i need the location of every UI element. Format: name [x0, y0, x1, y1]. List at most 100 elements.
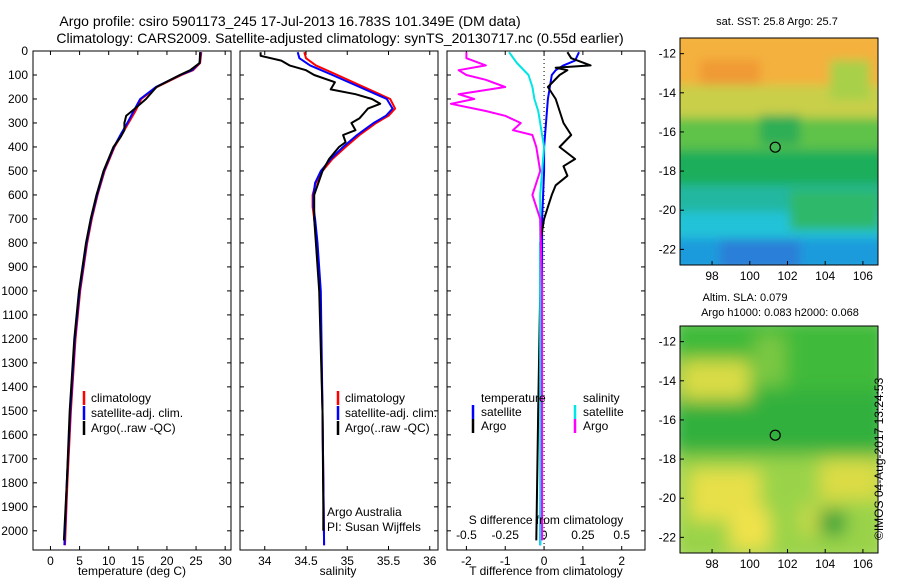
temperature-legend: climatology satellite-adj. clim. Argo(..… — [82, 391, 183, 435]
depth-axis: 0 100 200 300 400 500 600 700 800 900 1000 1100 1200… — [1, 44, 645, 538]
depth-tick-label: 1200 — [1, 332, 28, 346]
depth-tick-label: 900 — [8, 260, 28, 274]
x-tick-label: 5 — [76, 554, 83, 568]
map-y-tick-label: -18 — [659, 452, 677, 466]
map-x-tick-label: 104 — [815, 269, 835, 283]
x-tick-label: 10 — [102, 554, 116, 568]
depth-tick-label: 1800 — [1, 476, 28, 490]
sst-map-frame — [679, 37, 879, 266]
temperature-climatology-line — [64, 52, 203, 546]
x-tick-label: 34.5 — [294, 554, 318, 568]
depth-tick-label: 100 — [8, 68, 28, 82]
salinity-difference-label: S difference from climatology — [469, 513, 624, 527]
depth-tick-label: 800 — [8, 236, 28, 250]
pi-annotation: PI: Susan Wijffels — [327, 520, 421, 534]
legend-label-t-satellite: satellite — [481, 405, 522, 419]
depth-tick-label: 700 — [8, 212, 28, 226]
x-tick-label: 35 — [341, 554, 355, 568]
x-tick-label: 30 — [218, 554, 232, 568]
map-y-tick-label: -16 — [659, 413, 677, 427]
x-tick-label: 34 — [258, 554, 272, 568]
map-y-tick-label: -14 — [659, 374, 677, 388]
map-x-tick-label: 102 — [777, 269, 797, 283]
sst-argo-position-marker — [769, 141, 781, 153]
difference-s-argo-line — [449, 52, 544, 541]
sla-map-title-line1: Altim. SLA: 0.079 — [703, 292, 788, 304]
salinity-satellite-adj-clim--line — [296, 51, 394, 546]
depth-tick-label: 300 — [8, 116, 28, 130]
temperature-x-axis: 0 5 10 15 20 25 30 — [47, 51, 232, 568]
difference-legend: temperature salinity satellite satellite… — [471, 391, 624, 433]
depth-tick-label: 400 — [8, 140, 28, 154]
difference-panel — [446, 50, 646, 551]
x-tick-label: 25 — [189, 554, 203, 568]
legend-label-s-satellite: satellite — [583, 405, 624, 419]
s-tick-label: -0.25 — [492, 528, 520, 542]
map-y-tick-label: -20 — [659, 203, 677, 217]
map-x-tick-label: 106 — [853, 269, 873, 283]
x-tick-label: 20 — [160, 554, 174, 568]
x-tick-label: 1 — [580, 554, 587, 568]
sla-argo-position-marker — [769, 429, 781, 441]
depth-tick-label: 1300 — [1, 356, 28, 370]
map-x-tick-label: 98 — [705, 269, 719, 283]
map-y-tick-label: -14 — [659, 86, 677, 100]
sst-map-title: sat. SST: 25.8 Argo: 25.7 — [716, 16, 838, 28]
x-tick-label: 2 — [618, 554, 625, 568]
difference-s-satellite-line — [508, 51, 546, 546]
chart-title-line1: Argo profile: csiro 5901173_245 17-Jul-2… — [59, 13, 520, 29]
difference-t-argo-line — [535, 51, 592, 541]
legend-label-argo: Argo(..raw -QC) — [345, 421, 430, 435]
temperature-panel — [32, 50, 232, 551]
map-y-tick-label: -18 — [659, 164, 677, 178]
sla-map-axes: 98 100 102 104 106 -12 -14 -16 -18 -20 -22 — [659, 335, 874, 571]
temperature-x-label: temperature (deg C) — [78, 564, 186, 578]
salinity-legend: climatology satellite-adj. clim. Argo(..… — [327, 391, 437, 534]
map-x-tick-label: 106 — [853, 557, 873, 571]
temperature-satellite-adj-clim--line — [63, 52, 202, 546]
map-y-tick-label: -22 — [659, 530, 677, 544]
s-tick-label: 0.25 — [571, 528, 595, 542]
legend-label-s-argo: Argo — [583, 419, 609, 433]
x-tick-label: 0 — [541, 554, 548, 568]
map-x-tick-label: 98 — [705, 557, 719, 571]
legend-label-climatology: climatology — [91, 391, 151, 405]
depth-tick-label: 1400 — [1, 380, 28, 394]
legend-label-climatology: climatology — [345, 391, 405, 405]
s-tick-label: -0.5 — [456, 528, 477, 542]
x-tick-label: 15 — [131, 554, 145, 568]
depth-tick-label: 2000 — [1, 524, 28, 538]
legend-label-satellite: satellite-adj. clim. — [91, 406, 183, 420]
depth-tick-label: 1900 — [1, 500, 28, 514]
map-x-tick-label: 102 — [777, 557, 797, 571]
depth-tick-label: 1700 — [1, 452, 28, 466]
depth-tick-label: 500 — [8, 164, 28, 178]
depth-tick-label: 1100 — [2, 308, 28, 322]
x-tick-label: 0 — [47, 554, 54, 568]
legend-header-temperature: temperature — [481, 391, 546, 405]
legend-label-t-argo: Argo — [481, 419, 507, 433]
map-y-tick-label: -16 — [659, 125, 677, 139]
difference-x-label: T difference from climatology — [469, 564, 623, 578]
sla-map-frame — [679, 325, 879, 554]
legend-label-argo: Argo(..raw -QC) — [91, 421, 176, 435]
legend-label-satellite: satellite-adj. clim. — [345, 406, 437, 420]
map-x-tick-label: 100 — [740, 557, 760, 571]
salinity-x-axis: 34 34.5 35 35.5 36 — [258, 51, 437, 568]
depth-tick-label: 0 — [21, 44, 28, 58]
salinity-climatology-line — [303, 51, 397, 546]
float-owner-annotation: Argo Australia — [327, 505, 402, 519]
map-x-tick-label: 100 — [740, 269, 760, 283]
chart-title-line2: Climatology: CARS2009. Satellite-adjuste… — [56, 30, 623, 46]
map-y-tick-label: -12 — [659, 335, 677, 349]
salinity-x-label: salinity — [320, 564, 357, 578]
depth-tick-label: 1500 — [1, 404, 28, 418]
depth-tick-label: 1000 — [1, 284, 28, 298]
s-tick-label: 0.5 — [613, 528, 630, 542]
sst-map-field — [680, 38, 878, 265]
x-tick-label: -1 — [500, 554, 511, 568]
depth-tick-label: 200 — [8, 92, 28, 106]
map-y-tick-label: -12 — [659, 47, 677, 61]
legend-header-salinity: salinity — [583, 391, 620, 405]
